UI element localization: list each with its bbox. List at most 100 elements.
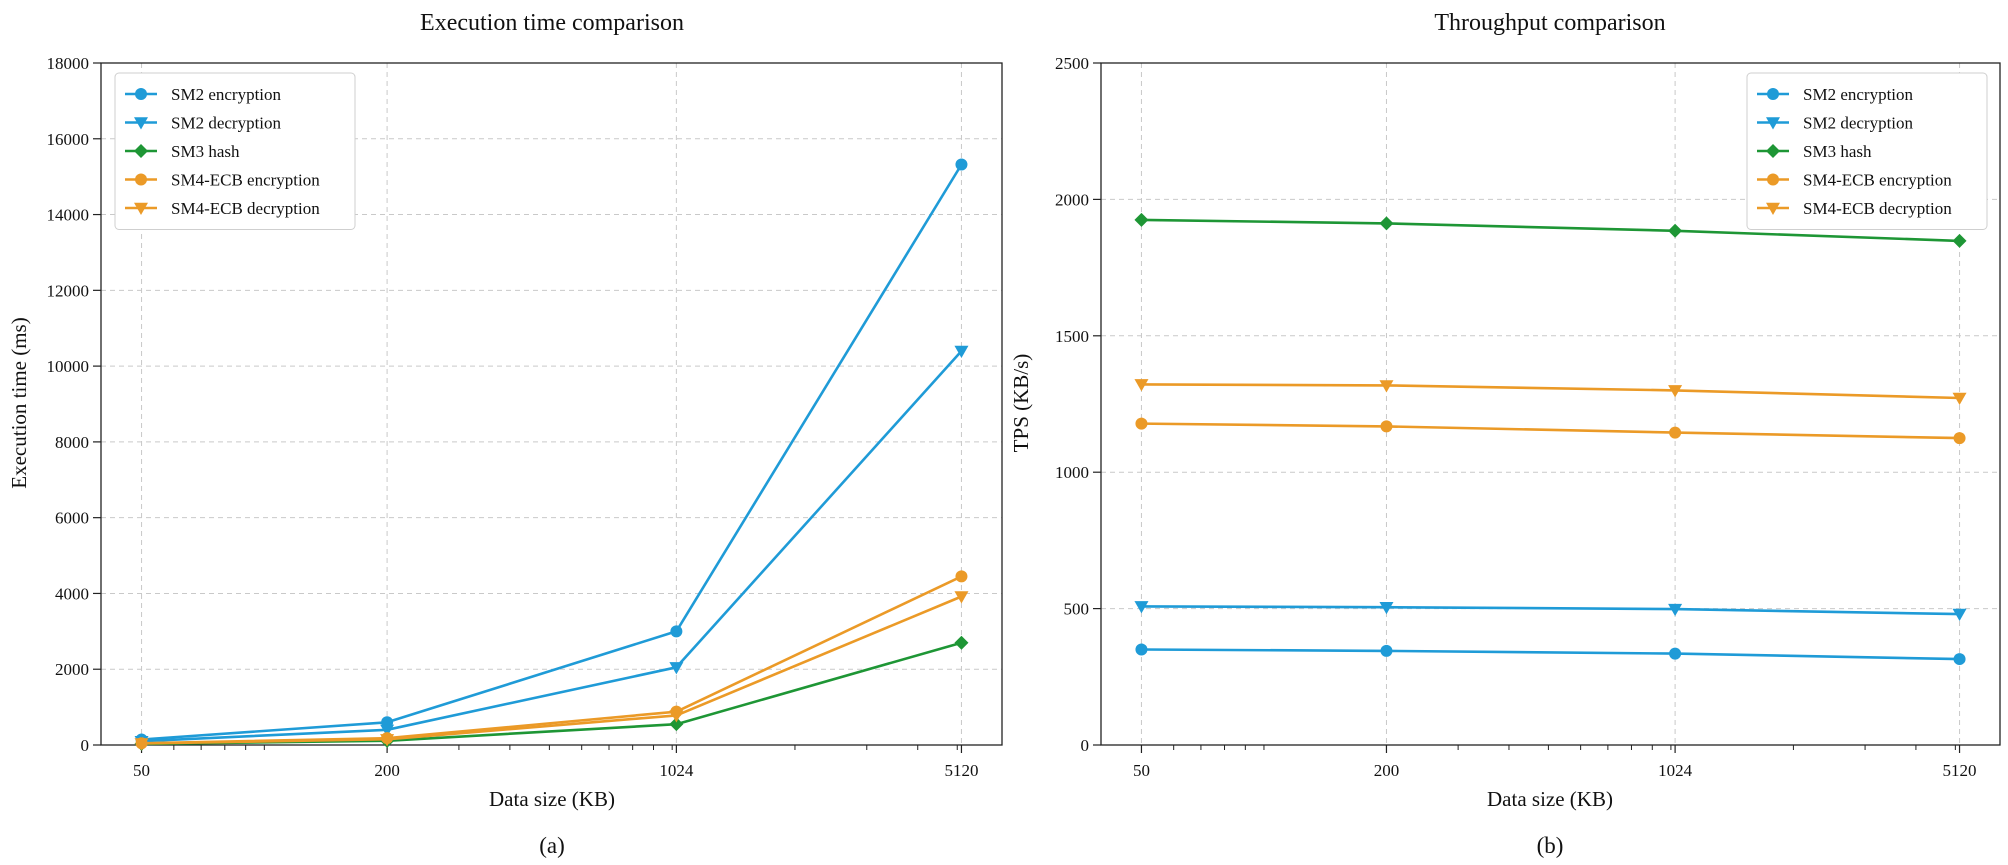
chart-b-series-sm3-hash-point [1952,233,1967,248]
chart-a-series-sm4-ecb-decryption-point [134,738,149,751]
chart-a-caption: (a) [539,833,565,858]
chart-a-plot: 50 200 1024 5120 0 2000 4000 6000 8000 10000 12000… [47,54,1003,780]
chart-b-x-tick-label: 50 [1133,761,1150,780]
chart-a-series-sm2-decryption-point [380,724,395,737]
chart-a-series-sm4-ecb-encryption-line [141,575,963,745]
chart-a-series-sm4-ecb-decryption-point [380,734,395,747]
chart-a-series-sm2-decryption-point [669,662,684,675]
chart-b-series-sm2-encryption-point [1135,643,1148,656]
chart-b-series-sm4-ecb-decryption-point [1134,379,1149,392]
chart-b-legend-sm2-decryption-label: SM2 decryption [1803,114,1914,133]
chart-a-y-tick-label: 12000 [47,281,90,300]
chart-a-x-tick-label: 5120 [944,761,978,780]
chart-b-series-sm4-ecb-encryption-point [1669,426,1682,439]
chart-a-legend-sm4-ecb-decryption-label: SM4-ECB decryption [171,199,320,218]
chart-b-legend-sm2-encryption-marker [1767,88,1779,100]
chart-a-series-sm2-decryption-line [141,350,963,743]
chart-a-series-sm2-encryption-point [955,158,968,171]
chart-a-xlabel: Data size (KB) [489,787,615,811]
chart-a-legend-sm4-ecb-encryption-label: SM4-ECB encryption [171,171,320,190]
chart-b-series-sm3-hash-point [1379,216,1394,231]
chart-b-caption: (b) [1537,833,1564,858]
chart-b-legend-sm2-encryption-label: SM2 encryption [1803,85,1914,104]
chart-b-series-sm3-hash-point [1134,212,1149,227]
chart-b-y-tick-label: 500 [1064,600,1090,619]
chart-a-x-tick-label: 1024 [659,761,694,780]
chart-b-y-tick-label: 0 [1081,736,1090,755]
chart-a-frame [100,62,1003,746]
chart-b-y-tick-label: 1000 [1055,463,1089,482]
chart-b-series-sm3-hash-point [1668,223,1683,238]
chart-b-series-sm2-decryption-point [1134,601,1149,614]
chart-a-y-tick-label: 16000 [47,130,90,149]
chart-b-legend-box [1746,72,1988,230]
chart-a-series-sm4-ecb-decryption-line [141,595,963,745]
chart-b-series-sm4-ecb-decryption-point [1668,385,1683,398]
chart-a-legend-sm2-encryption-marker [135,88,147,100]
chart-b-legend-sm4-ecb-encryption-label: SM4-ECB encryption [1803,171,1952,190]
chart-a-y-tick-label: 14000 [47,206,90,225]
chart-a-legend-box [114,72,356,230]
chart-b-y-tick-label: 2000 [1055,190,1089,209]
chart-a-legend-sm3-hash-marker [134,144,148,158]
chart-b-series-sm4-ecb-decryption-line [1141,383,1960,400]
chart-a-y-tick-label: 6000 [55,509,89,528]
chart-b-y-tick-label: 1500 [1055,327,1089,346]
chart-b-series-sm3-hash-line [1141,218,1960,243]
chart-b-series-sm2-decryption-line [1141,605,1960,616]
chart-b-y-tick-label: 2500 [1055,54,1089,73]
chart-b-plot: 50 200 1024 5120 0 500 1000 1500 2000 2500 SM2 enc… [1055,54,2001,780]
chart-a-ylabel: Execution time (ms) [7,317,31,488]
chart-a-y-tick-label: 0 [81,736,90,755]
chart-b-series-sm2-encryption-point [1380,644,1393,657]
chart-a-legend-sm4-ecb-encryption-marker [135,173,147,186]
chart-a-series-sm3-hash-point [954,635,969,650]
chart-a-series-sm4-ecb-encryption-point [955,570,968,583]
chart-b-series-sm2-decryption-point [1952,608,1967,622]
chart-a-y-tick-label: 8000 [55,433,89,452]
chart-b-frame [1100,62,2001,746]
chart-a-title: Execution time comparison [420,10,684,36]
chart-a-series-sm4-ecb-decryption-point [954,591,969,604]
chart-a-legend: SM2 encryption SM2 decryption SM3 hash SM4-… [114,72,356,230]
chart-b-series-sm2-encryption-line [1141,648,1960,661]
chart-a-y-tick-label: 4000 [55,584,89,603]
chart-b-x-tick-label: 1024 [1658,761,1693,780]
chart-b-ylabel: TPS (KB/s) [1009,354,1033,453]
chart-b-series-sm4-ecb-encryption-point [1953,432,1966,445]
chart-a-x-tick-label: 200 [374,761,400,780]
chart-b-xlabel: Data size (KB) [1487,787,1613,811]
chart-b-x-tick-label: 200 [1374,761,1400,780]
chart-b-series-sm2-decryption-point [1379,601,1394,615]
chart-b-series-sm4-ecb-encryption-point [1135,417,1148,430]
chart-b-legend: SM2 encryption SM2 decryption SM3 hash SM4-… [1746,72,1988,230]
chart-a-series-sm2-encryption-point [670,625,683,638]
chart-b-legend-sm3-hash-marker [1766,144,1780,158]
chart-a-legend-sm3-hash-label: SM3 hash [171,142,240,161]
chart-b-legend-sm4-ecb-decryption-marker [1766,202,1780,215]
chart-a-series-sm3-hash-point [669,717,684,732]
chart-a-x-tick-label: 50 [133,761,150,780]
chart-b-series-sm4-ecb-encryption-point [1380,420,1393,433]
chart-b-series-sm2-encryption-point [1953,653,1966,666]
chart-a-legend-sm4-ecb-decryption-marker [134,202,148,215]
chart-b-series-sm4-ecb-decryption-point [1379,380,1394,393]
chart-b-title: Throughput comparison [1434,10,1665,36]
chart-a-y-tick-label: 18000 [47,54,90,73]
chart-b-series-sm2-encryption-point [1669,647,1682,660]
chart-a-series-sm2-decryption-point [954,345,969,358]
chart-a-series-sm2-encryption-line [141,163,963,741]
chart-a-y-tick-label: 10000 [47,357,90,376]
chart-b-x-tick-label: 5120 [1943,761,1977,780]
chart-a-series-sm4-ecb-decryption-point [669,710,684,723]
chart-b-series-sm4-ecb-encryption-line [1141,422,1960,440]
chart-b-legend-sm3-hash-label: SM3 hash [1803,142,1872,161]
chart-b-legend-sm2-decryption-marker [1766,117,1780,130]
chart-b-series-sm2-decryption-point [1668,603,1683,617]
chart-a-legend-sm2-decryption-label: SM2 decryption [171,114,282,133]
chart-a-legend-sm2-decryption-marker [134,117,148,130]
chart-a-y-tick-label: 2000 [55,660,89,679]
chart-b-legend-sm4-ecb-encryption-marker [1767,173,1779,186]
